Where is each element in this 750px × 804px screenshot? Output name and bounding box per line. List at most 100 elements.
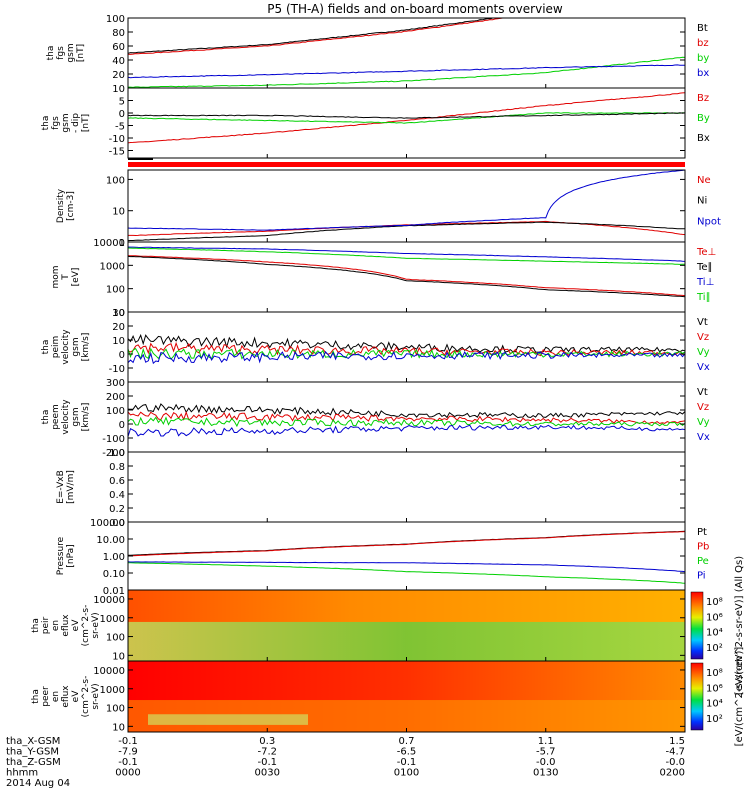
legend-label: Npot [697,216,721,227]
y-axis-label-line: eV [71,690,81,703]
colorbar [690,662,704,731]
y-axis-label-line: peem [51,404,61,430]
series-line-Npot [127,169,686,231]
series-line-Vx [127,350,686,365]
y-axis-label-line: gsm [71,337,81,356]
y-axis-label-line: Density [56,188,66,223]
panel-frame [127,169,686,243]
y-tick-label: 10000 [93,666,125,677]
y-axis-label-line: tha [41,410,51,425]
y-axis-label-line: [nT] [81,114,91,132]
panel-frame [127,451,686,523]
y-axis-label-line: [nPa] [66,544,76,567]
footer-value: -5.7 [536,747,556,758]
colorbar-tick-label: 10⁶ [706,683,723,694]
series-line-Ne [128,220,686,237]
series-line-Pb [127,531,686,557]
y-tick-label: -10 [109,364,125,375]
y-axis-label-line: Pressure [56,536,66,575]
y-axis-label-line: eflux [61,685,71,708]
y-tick-label: 60 [112,42,125,53]
panel-3: Ne Ni Npot 100 10 1 Density [cm-3] [56,169,721,249]
panel-6: Vt Vz Vy Vx 300 200 100 0 -100 -200 tha peem velocit… [41,378,710,459]
y-tick-label: 10000 [93,238,125,249]
y-tick-label: 0.2 [109,504,125,515]
y-tick-label: 80 [112,28,125,39]
y-tick-label: 10 [112,308,125,319]
y-tick-label: 100.00 [90,518,125,529]
legend-label: Ni [697,196,707,207]
legend-label: Vy [697,417,710,428]
panel-frame [127,241,686,313]
y-axis-label-line: sr-eV) [91,683,101,709]
footer-date: 2014 Aug 04 [6,778,70,789]
legend-label: Te⊥ [696,247,716,258]
y-axis-label-line: (cm^2-s- [81,676,91,718]
figure-title: P5 (TH-A) fields and on-board moments ov… [267,2,563,16]
y-axis-label-line: [km/s] [81,333,91,362]
footer-row-label: tha_X-GSM [6,736,60,747]
panel-9: 10⁸ 10⁶ 10⁴ 10² [eV/(cm^2-s-sr-eV)] (All Qs)… [31,556,745,695]
y-tick-label: 10000 [93,595,125,606]
legend-label: Pb [697,542,709,553]
y-tick-label: 0 [119,420,125,431]
footer-value: 1.5 [669,736,685,747]
y-tick-label: 100 [106,285,125,296]
series-line-bz [127,17,685,55]
footer-value: 0000 [115,768,140,779]
y-tick-label: -5 [115,122,125,133]
legend-label: by [697,53,709,64]
y-axis-label-line: gsm [71,407,81,426]
y-tick-label: -10 [109,134,125,145]
y-tick-label: 0.10 [103,569,125,580]
series-line-Vt [127,403,686,419]
legend-label: By [697,113,710,124]
footer-value: 1.1 [538,736,554,747]
legend-label: Ti∥ [696,292,711,303]
y-tick-label: 0.6 [109,476,125,487]
y-tick-label: 10 [112,722,125,733]
legend-label: Te∥ [696,262,713,273]
y-tick-label: 100 [106,14,125,25]
series-line-Vx [127,424,686,437]
legend-label: Bz [697,93,709,104]
legend-label: Vz [697,332,709,343]
y-tick-label: 1.00 [103,552,125,563]
panel-2: Bz By Bx 10 50 -5-10 -15 tha fgs gsm - dip [nT] [41,84,710,159]
panel-4: Te⊥ Te∥ Ti⊥ Ti∥ 10000 1000 100 10 mom T [eV] [51,238,716,319]
y-tick-label: 0 [119,109,125,120]
y-axis-label-line: [km/s] [81,403,91,432]
y-axis-label-line: (cm^2-s- [81,605,91,647]
colorbar-tick-label: 10² [706,643,723,654]
series-line-bx [127,64,686,79]
y-tick-label: 1.0 [109,448,125,459]
legend-label: bx [697,68,709,79]
series-line-Bx [127,112,686,119]
y-tick-label: 100 [106,406,125,417]
y-tick-label: 0 [119,350,125,361]
footer-value: 0100 [394,768,419,779]
y-axis-label-line: fgs [51,116,61,130]
footer-value: 0.7 [399,736,415,747]
footer-value: 0130 [533,768,558,779]
y-tick-label: -100 [102,434,125,445]
y-tick-label: 100 [106,633,125,644]
panel-7: 1.0 0.8 0.6 0.4 0.2 0.0 E=-VxB [mV/m] [56,448,686,529]
colorbar-tick-label: 10⁴ [706,699,723,710]
footer-row-label: tha_Y-GSM [6,747,59,758]
series-line-by [128,56,686,88]
legend-label: Vx [697,432,710,443]
y-axis-label-line: gsm [66,43,76,62]
y-tick-label: 10 [112,207,125,218]
mode-bar-tick [128,158,153,160]
y-axis-label-line: [eV] [71,268,81,287]
series-line-By [127,112,686,124]
y-axis-label-line: [nT] [76,44,86,62]
footer-value: -0.0 [536,757,556,768]
panel-frame [127,521,686,591]
series-line-Vy [127,416,686,428]
y-tick-label: 0.0 [109,518,125,529]
panel-8: Pt Pb Pe Pi 100.00 10.00 1.00 0.10 0.01 Pressure[… [56,518,709,597]
